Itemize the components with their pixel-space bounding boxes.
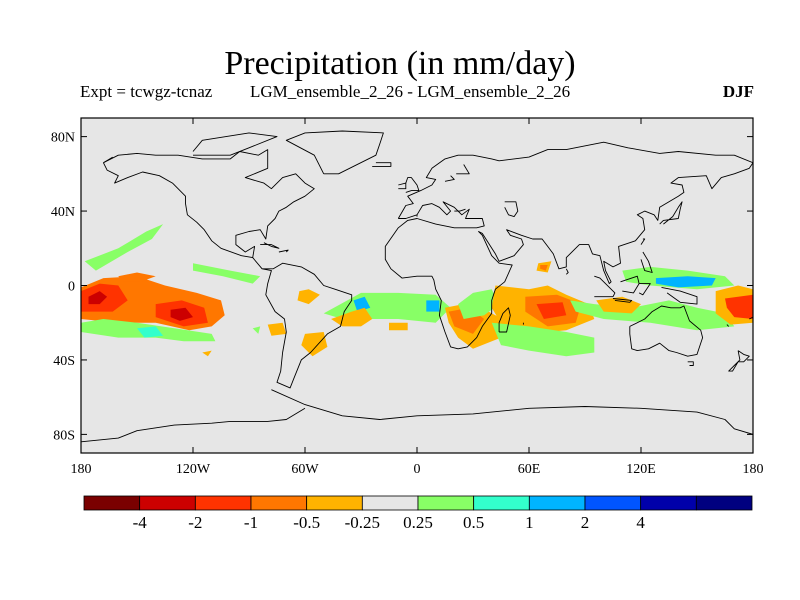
map-background (81, 118, 753, 453)
y-tick-label-3: 40S (53, 354, 75, 369)
colorbar-label-7: 1 (525, 513, 534, 532)
x-tick-label-4: 60E (518, 462, 541, 477)
x-tick-label-5: 120E (626, 462, 656, 477)
anomaly-region-15 (267, 322, 287, 336)
coastline-9 (498, 307, 511, 333)
anomaly-region-7 (137, 326, 164, 338)
colorbar-swatch-3 (250, 495, 308, 511)
coastline-33 (749, 316, 753, 320)
coastline-13 (285, 130, 384, 175)
ensemble-label: LGM_ensemble_2_26 - LGM_ensemble_2_26 (250, 82, 571, 101)
anomaly-region-17 (389, 322, 408, 331)
coastline-18 (638, 283, 651, 296)
coastline-1 (102, 162, 253, 259)
anomaly-region-8 (84, 224, 164, 271)
y-tick-label-4: 80S (53, 428, 75, 443)
anomaly-region-23 (536, 302, 567, 319)
colorbar-swatch-5 (361, 495, 419, 511)
coastline-5 (81, 407, 306, 443)
coastline-10 (405, 177, 420, 193)
colorbar: -4 -2 -1 -0.5 -0.25 0.25 0.5 1 2 4 (83, 495, 753, 532)
coastline-7 (687, 361, 694, 366)
anomaly-fields (81, 224, 753, 357)
map-title: Precipitation (in mm/day) (224, 45, 576, 82)
anomaly-region-20 (458, 289, 500, 319)
colorbar-label-6: 0.5 (463, 513, 484, 532)
colorbar-label-5: 0.25 (403, 513, 433, 532)
anomaly-region-34 (252, 326, 261, 334)
coastline-31 (456, 164, 470, 175)
coastline-21 (659, 201, 683, 225)
experiment-label: Expt = tcwgz-tcnaz (80, 82, 213, 101)
coastline-4 (271, 389, 753, 435)
anomaly-region-26 (491, 322, 595, 357)
colorbar-label-2: -1 (244, 513, 258, 532)
longitude-axis: 180 120W 60W 0 60E 120E 180 (71, 118, 764, 477)
colorbar-swatch-7 (473, 495, 530, 511)
anomaly-region-32 (725, 294, 753, 319)
anomaly-region-5 (118, 272, 156, 282)
colorbar-label-0: -4 (133, 513, 148, 532)
coastline-28 (454, 208, 466, 212)
colorbar-swatch-10 (640, 495, 697, 511)
colorbar-swatch-11 (695, 495, 753, 511)
coastline-30 (444, 175, 455, 182)
colorbar-swatch-8 (528, 495, 586, 511)
x-tick-label-3: 0 (414, 462, 421, 477)
coastline-15 (594, 275, 616, 298)
anomaly-region-33 (202, 350, 212, 357)
coastline-27 (504, 201, 519, 218)
colorbar-label-1: -2 (188, 513, 202, 532)
coastline-11 (398, 182, 407, 190)
coastline-14 (192, 132, 278, 156)
anomaly-region-29 (655, 276, 716, 288)
latitude-axis: 80N 40N 0 40S 80S (51, 131, 753, 443)
coastline-23 (565, 268, 569, 275)
anomaly-region-30 (596, 296, 641, 314)
colorbar-swatch-2 (194, 495, 252, 511)
anomaly-region-9 (193, 263, 261, 284)
coastline-3 (384, 162, 753, 350)
y-tick-label-2: 0 (68, 280, 75, 295)
coastline-32 (103, 156, 113, 164)
anomaly-region-13 (297, 289, 320, 305)
coastline-6 (629, 305, 704, 357)
coastline-34 (726, 324, 730, 327)
coastline-22 (640, 238, 646, 245)
coastline-24 (260, 242, 280, 249)
coastline-8 (728, 350, 750, 372)
anomaly-region-16 (301, 332, 328, 357)
x-tick-label-0: 180 (71, 462, 92, 477)
coastline-12 (372, 162, 392, 167)
x-tick-label-1: 120W (176, 462, 211, 477)
colorbar-swatch-6 (417, 495, 475, 511)
coastline-0 (103, 149, 353, 389)
y-tick-label-0: 80N (51, 131, 75, 146)
colorbar-label-8: 2 (581, 513, 590, 532)
colorbar-label-3: -0.5 (293, 513, 320, 532)
coastline-25 (278, 249, 289, 253)
coastline-20 (640, 251, 653, 273)
colorbar-swatch-1 (139, 495, 196, 511)
coastlines (81, 130, 753, 443)
colorbar-label-9: 4 (636, 513, 645, 532)
coastline-19 (661, 286, 698, 305)
coastline-2 (397, 141, 753, 219)
coastline-16 (612, 298, 633, 303)
x-tick-label-6: 180 (743, 462, 764, 477)
anomaly-region-25 (540, 265, 548, 271)
anomaly-region-11 (353, 296, 371, 312)
y-tick-label-1: 40N (51, 205, 75, 220)
anomaly-region-12 (426, 300, 440, 312)
colorbar-swatch-0 (83, 495, 141, 511)
colorbar-label-4: -0.25 (345, 513, 380, 532)
colorbar-swatch-4 (306, 495, 363, 511)
anomaly-region-3 (88, 291, 108, 305)
season-label: DJF (722, 82, 754, 101)
anomaly-region-4 (170, 307, 193, 321)
x-tick-label-2: 60W (291, 462, 319, 477)
colorbar-swatch-9 (584, 495, 642, 511)
